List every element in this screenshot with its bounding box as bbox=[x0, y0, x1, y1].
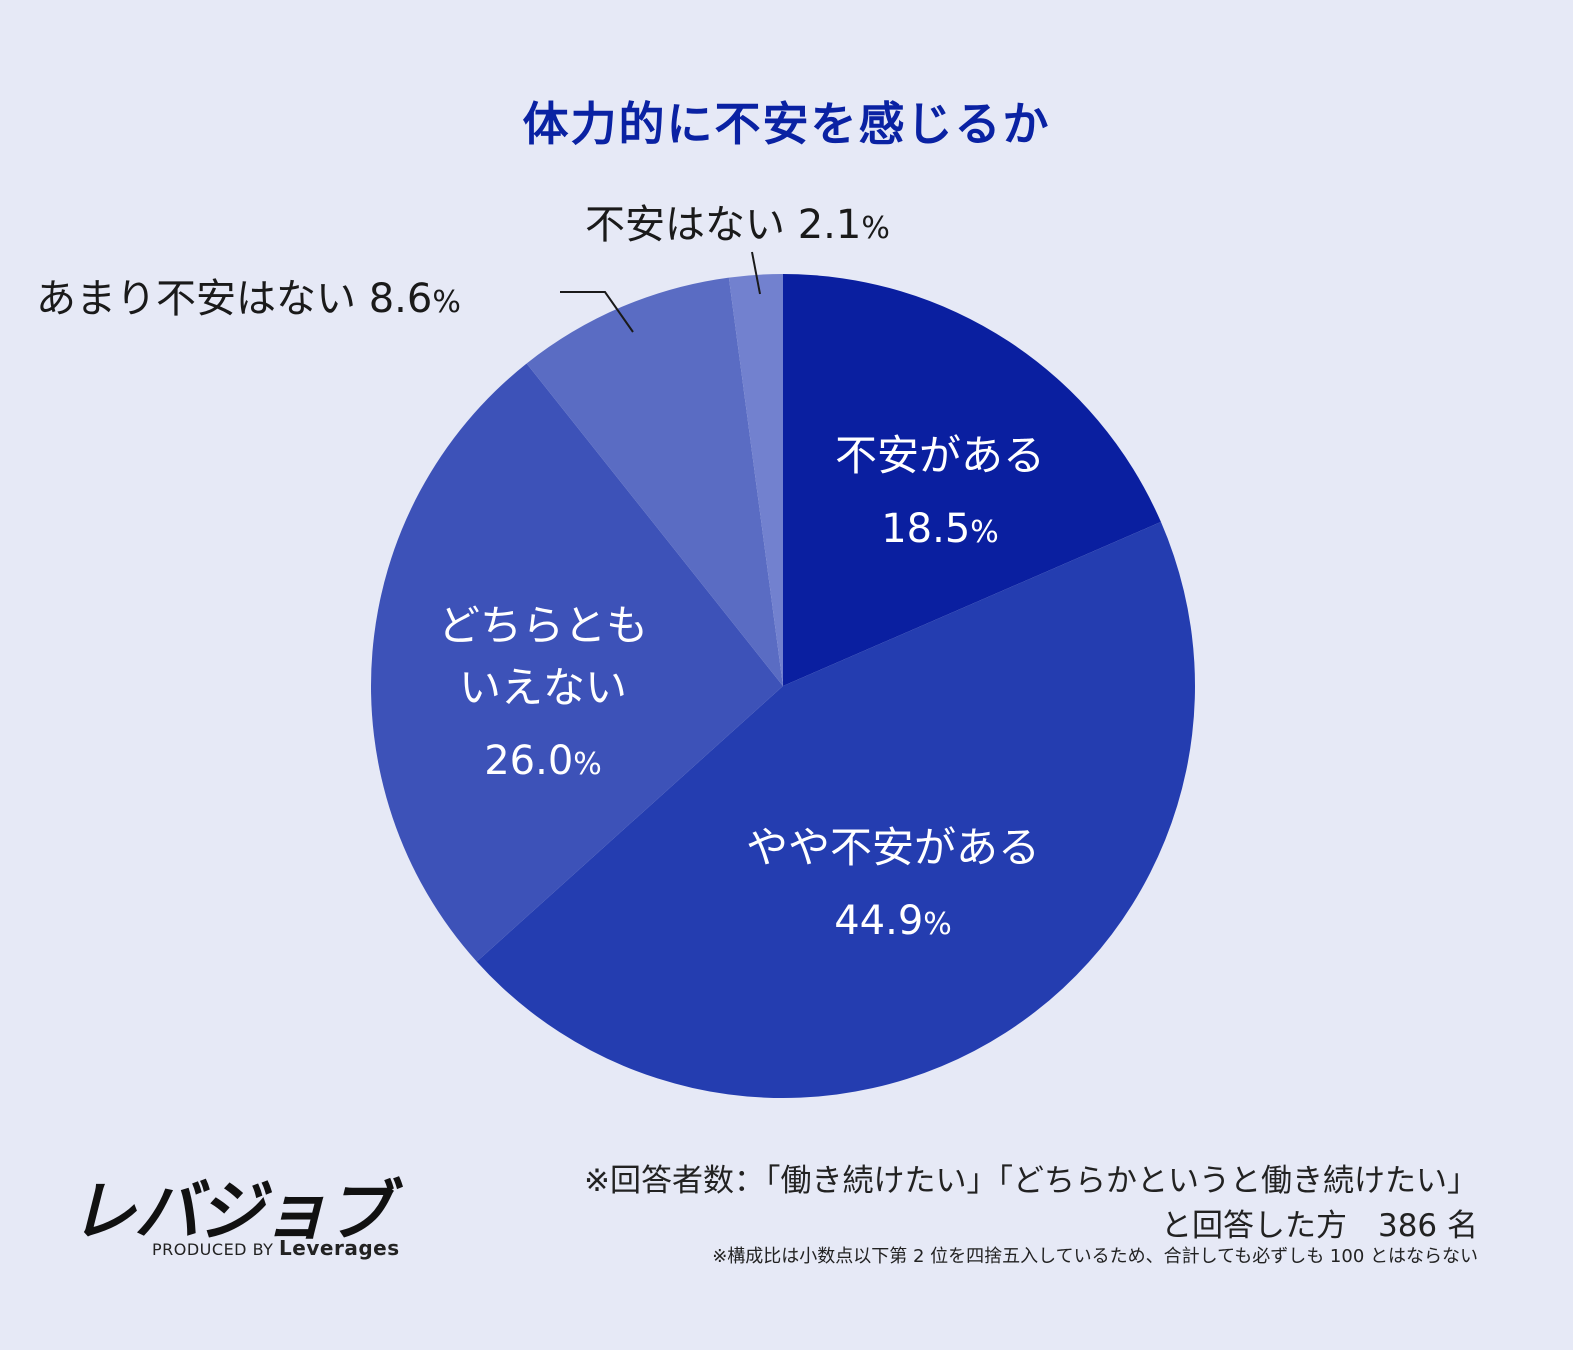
slice-value-1: 44.9% bbox=[834, 898, 952, 944]
slice-value-0: 18.5% bbox=[881, 506, 999, 552]
pie-slice-2 bbox=[370, 363, 783, 962]
slice-label-4: 不安はない 2.1% bbox=[585, 202, 890, 248]
slice-label-1: やや不安がある bbox=[746, 823, 1040, 872]
leader-line-3 bbox=[560, 291, 634, 333]
pie-slice-1 bbox=[476, 521, 1196, 1098]
chart-title: 体力的に不安を感じるか bbox=[522, 97, 1051, 151]
slice-value-2: 26.0% bbox=[484, 738, 602, 784]
pie-slices bbox=[370, 274, 1196, 1098]
leader-line-4 bbox=[751, 251, 761, 295]
rounding-note: ※構成比は小数点以下第 2 位を四捨五入しているため、合計しても必ずしも 100… bbox=[712, 1246, 1478, 1267]
slice-label-3: あまり不安はない 8.6% bbox=[36, 276, 461, 322]
pie-slice-3 bbox=[526, 277, 783, 686]
brand-logo: レバジョブ bbox=[70, 1173, 392, 1250]
produced-by-text: PRODUCED BY bbox=[152, 1240, 274, 1259]
respondents-count: と回答した方 386 名 bbox=[1160, 1208, 1478, 1244]
slice-label-2: どちらとも bbox=[438, 601, 648, 650]
slice-label-2: いえない bbox=[459, 663, 627, 712]
respondents-note: ※回答者数：「働き続けたい」「どちらかというと働き続けたい」 bbox=[584, 1163, 1478, 1199]
pie-slice-0 bbox=[783, 274, 1161, 686]
leader-lines bbox=[560, 251, 761, 333]
brand-name: Leverages bbox=[279, 1236, 400, 1260]
slice-label-0: 不安がある bbox=[835, 431, 1045, 480]
pie-slice-4 bbox=[728, 274, 783, 686]
produced-by: PRODUCED BY Leverages bbox=[152, 1236, 400, 1260]
